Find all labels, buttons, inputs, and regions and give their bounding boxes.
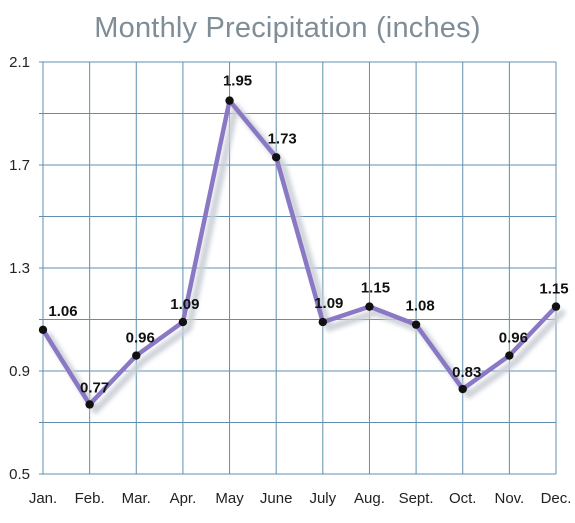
x-tick-label: Jan. bbox=[29, 490, 57, 507]
data-label-6: 1.73 bbox=[268, 130, 297, 147]
markers bbox=[38, 96, 561, 409]
data-label-10: 0.83 bbox=[452, 364, 481, 381]
x-tick-label: June bbox=[260, 490, 293, 507]
x-tick-label: Mar. bbox=[122, 490, 151, 507]
series-line bbox=[40, 98, 559, 407]
x-tick-label: Apr. bbox=[170, 490, 197, 507]
data-point-2 bbox=[85, 400, 94, 409]
data-point-1 bbox=[38, 325, 48, 334]
grid bbox=[39, 61, 557, 475]
series-shadow-line bbox=[45, 103, 566, 414]
x-tick-label: July bbox=[309, 490, 336, 507]
x-tick-label: Aug. bbox=[354, 490, 385, 507]
y-tick-label: 0.5 bbox=[9, 466, 30, 483]
data-label-4: 1.09 bbox=[170, 296, 199, 313]
y-tick-label: 0.9 bbox=[9, 363, 30, 380]
data-label-11: 0.96 bbox=[499, 330, 528, 347]
chart-title: Monthly Precipitation (inches) bbox=[94, 12, 481, 44]
x-tick-label: Sept. bbox=[399, 490, 434, 507]
data-label-2: 0.77 bbox=[80, 379, 109, 396]
x-tick-label: Dec. bbox=[541, 490, 572, 507]
data-point-3 bbox=[132, 351, 141, 360]
data-label-12: 1.15 bbox=[539, 281, 568, 298]
y-tick-label: 1.3 bbox=[9, 260, 30, 277]
data-label-1: 1.06 bbox=[48, 303, 77, 320]
data-label-9: 1.08 bbox=[405, 298, 434, 315]
axes: 0.5 0.9 1.3 1.7 2.1 Jan. Feb. Mar. Apr. May June Ju… bbox=[9, 54, 571, 507]
data-point-7 bbox=[318, 317, 328, 327]
series bbox=[40, 98, 559, 407]
x-tick-label: Nov. bbox=[494, 490, 524, 507]
data-label-5: 1.95 bbox=[223, 73, 252, 90]
data-labels: 1.06 0.77 0.96 1.09 1.95 1.73 1.09 1.15 1.08 0.83… bbox=[48, 73, 568, 397]
data-point-6 bbox=[271, 153, 281, 162]
data-point-10 bbox=[458, 384, 467, 394]
data-label-8: 1.15 bbox=[361, 280, 390, 297]
x-tick-label: Oct. bbox=[449, 490, 477, 507]
data-point-12 bbox=[551, 302, 561, 311]
data-point-8 bbox=[365, 302, 374, 311]
data-point-5 bbox=[225, 96, 234, 105]
y-tick-label: 1.7 bbox=[9, 157, 30, 174]
x-tick-label: May bbox=[215, 490, 244, 507]
data-point-9 bbox=[411, 320, 421, 329]
data-point-11 bbox=[505, 351, 514, 360]
x-tick-label: Feb. bbox=[75, 490, 105, 507]
data-label-3: 0.96 bbox=[126, 330, 155, 347]
y-tick-label: 2.1 bbox=[9, 54, 30, 71]
data-point-4 bbox=[178, 317, 188, 327]
series-shadow bbox=[45, 103, 566, 414]
data-label-7: 1.09 bbox=[314, 295, 343, 312]
